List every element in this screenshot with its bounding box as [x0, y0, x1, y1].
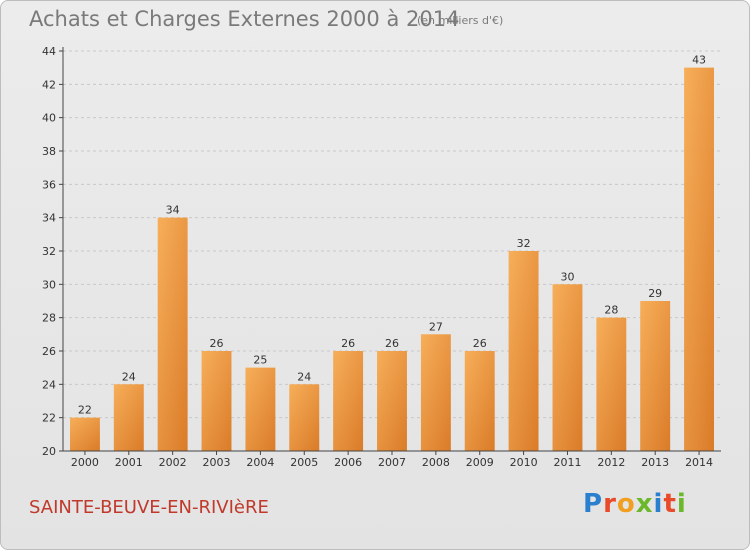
y-tick-label: 28 [42, 312, 56, 325]
y-tick-label: 20 [42, 445, 56, 458]
chart-title: Achats et Charges Externes 2000 à 2014 [29, 7, 460, 31]
data-label: 26 [473, 337, 487, 350]
y-tick-label: 34 [42, 212, 56, 225]
data-label: 34 [166, 204, 180, 217]
y-tick-label: 32 [42, 245, 56, 258]
bars: 22 24 34 26 25 24 26 26 27 26 32 30 28 29 43 [70, 54, 714, 452]
bar-shade-2012 [596, 317, 627, 451]
bar-shade-2009 [464, 351, 495, 451]
bar-shade-2003 [201, 351, 232, 451]
logo-letter: i [653, 489, 664, 519]
data-label: 26 [341, 337, 355, 350]
y-tick-label: 44 [42, 45, 56, 58]
x-tick-label: 2011 [553, 456, 581, 469]
logo-letter: i [676, 489, 687, 519]
y-tick-label: 26 [42, 345, 56, 358]
x-tick-label: 2009 [466, 456, 494, 469]
x-tick-label: 2002 [159, 456, 187, 469]
data-label: 29 [648, 287, 662, 300]
bar-shade-2006 [333, 351, 364, 451]
data-label: 26 [385, 337, 399, 350]
data-label: 28 [604, 304, 618, 317]
bar-shade-2007 [377, 351, 407, 451]
bar-shade-2011 [552, 284, 583, 451]
bar-shade-2001 [113, 384, 144, 451]
bar-shade-2008 [420, 334, 451, 451]
bar-shade-2000 [70, 417, 100, 451]
proxiti-logo[interactable]: Proxiti [583, 489, 687, 519]
y-tick-label: 36 [42, 178, 56, 191]
x-tick-label: 2006 [334, 456, 362, 469]
bar-shade-2005 [289, 384, 320, 451]
data-label: 27 [429, 320, 443, 333]
x-tick-label: 2010 [510, 456, 538, 469]
logo-letter: x [635, 489, 654, 519]
x-tick-label: 2004 [246, 456, 274, 469]
y-tick-label: 30 [42, 278, 56, 291]
y-tick-label: 40 [42, 112, 56, 125]
data-label: 43 [692, 54, 706, 67]
data-label: 30 [560, 270, 574, 283]
bar-shade-2010 [508, 251, 539, 451]
x-tick-label: 2005 [290, 456, 318, 469]
bar-shade-2014 [684, 67, 714, 452]
x-tick-label: 2007 [378, 456, 406, 469]
data-label: 26 [210, 337, 224, 350]
bar-shade-2002 [157, 217, 188, 451]
x-tick-label: 2014 [685, 456, 713, 469]
bar-shade-2004 [245, 367, 276, 451]
y-tick-label: 22 [42, 412, 56, 425]
x-tick-label: 2000 [71, 456, 99, 469]
y-tick-label: 38 [42, 145, 56, 158]
logo-letter: o [616, 489, 636, 519]
x-tick-label: 2008 [422, 456, 450, 469]
y-tick-label: 24 [42, 378, 56, 391]
data-label: 22 [78, 404, 92, 417]
data-label: 24 [122, 370, 136, 383]
x-tick-label: 2001 [115, 456, 143, 469]
x-tick-label: 2012 [597, 456, 625, 469]
y-tick-label: 42 [42, 78, 56, 91]
data-label: 24 [297, 370, 311, 383]
logo-letter: t [663, 489, 677, 519]
place-name: SAINTE-BEUVE-EN-RIVIèRE [29, 497, 269, 518]
data-label: 32 [517, 237, 531, 250]
logo-letter: P [583, 489, 604, 519]
x-tick-label: 2013 [641, 456, 669, 469]
axes: 20 22 24 26 28 30 32 34 36 38 40 42 44 2000 2001 2002 20… [42, 45, 721, 469]
data-label: 25 [253, 354, 267, 367]
logo-letter: r [603, 489, 617, 519]
x-tick-label: 2003 [203, 456, 231, 469]
chart-subtitle: (en milliers d'€) [417, 14, 504, 27]
bar-shade-2013 [640, 301, 671, 451]
